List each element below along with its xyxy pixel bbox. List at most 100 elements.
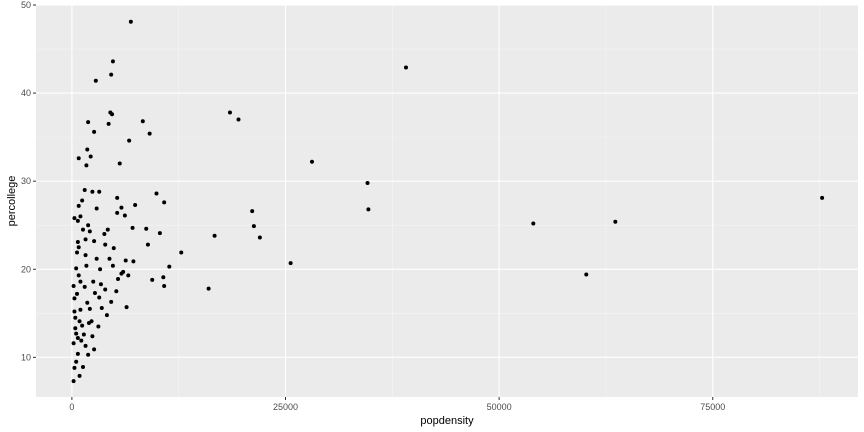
x-axis: 0 25000 50000 75000 [69, 397, 725, 412]
data-point [133, 202, 138, 207]
data-point [98, 267, 103, 272]
data-point [94, 206, 99, 211]
data-point [85, 300, 90, 305]
data-point [80, 323, 85, 328]
data-point [127, 138, 132, 143]
data-point [87, 229, 92, 234]
data-point [250, 209, 255, 214]
data-point [74, 266, 79, 271]
data-point [93, 78, 98, 83]
data-point [124, 305, 129, 310]
data-point [76, 156, 81, 161]
data-point [75, 250, 80, 255]
data-point [126, 273, 131, 278]
data-point [613, 219, 618, 224]
data-point [288, 261, 293, 266]
data-point [92, 291, 97, 296]
data-point [119, 271, 124, 276]
data-point [145, 242, 150, 247]
data-point [820, 195, 825, 200]
data-point [162, 284, 167, 289]
data-point [73, 315, 78, 320]
data-point [123, 258, 128, 263]
data-point [72, 296, 77, 301]
data-point [105, 227, 110, 232]
data-point [96, 324, 101, 329]
data-point [84, 163, 89, 168]
data-point [71, 379, 76, 384]
data-point [74, 359, 79, 364]
data-point [72, 216, 77, 221]
data-point [92, 239, 97, 244]
data-point [71, 341, 76, 346]
plot-panel [36, 5, 858, 397]
data-point [90, 189, 95, 194]
data-point [78, 279, 83, 284]
data-point [80, 365, 85, 370]
data-point [150, 277, 155, 282]
data-point [140, 119, 145, 124]
data-point [71, 284, 76, 289]
data-point [114, 289, 119, 294]
data-point [366, 207, 371, 212]
data-points [71, 19, 825, 384]
data-point [79, 338, 84, 343]
data-point [365, 180, 370, 185]
y-tick-label: 20 [21, 264, 31, 274]
data-point [128, 19, 133, 24]
data-point [130, 225, 135, 230]
data-point [157, 231, 162, 236]
data-point [86, 352, 91, 357]
data-point [83, 237, 88, 242]
data-point [161, 275, 166, 280]
data-point [75, 239, 80, 244]
data-point [94, 256, 99, 261]
data-point [110, 263, 115, 268]
data-point [97, 295, 102, 300]
data-point [179, 250, 184, 255]
data-point [76, 245, 81, 250]
data-point [90, 334, 95, 339]
data-point [102, 232, 107, 237]
data-point [80, 198, 85, 203]
data-point [584, 272, 589, 277]
data-point [110, 112, 115, 117]
data-point [147, 131, 152, 136]
data-point [88, 154, 93, 159]
data-point [74, 331, 79, 336]
data-point [91, 279, 96, 284]
data-point [92, 347, 97, 352]
data-point [99, 306, 104, 311]
data-point [116, 276, 121, 281]
data-point [115, 210, 120, 215]
data-point [98, 282, 103, 287]
data-point [206, 286, 211, 291]
data-point [119, 205, 124, 210]
data-point [154, 191, 159, 196]
data-point [111, 246, 116, 251]
x-axis-title: popdensity [420, 415, 474, 427]
data-point [87, 306, 92, 311]
data-point [83, 253, 88, 258]
data-point [531, 221, 536, 226]
y-tick-label: 50 [21, 0, 31, 10]
data-point [75, 291, 80, 296]
data-point [403, 65, 408, 70]
data-point [86, 321, 91, 326]
data-point [85, 147, 90, 152]
data-point [122, 213, 127, 218]
x-tick-label: 75000 [700, 402, 725, 412]
data-point [82, 187, 87, 192]
data-point [97, 189, 102, 194]
data-point [75, 218, 80, 223]
data-point [251, 224, 256, 229]
data-point [109, 299, 114, 304]
y-axis-title: percollege [6, 176, 18, 227]
x-tick-label: 50000 [487, 402, 512, 412]
data-point [162, 200, 167, 205]
data-point [75, 335, 80, 340]
data-point [72, 309, 77, 314]
data-point [76, 273, 81, 278]
data-point [75, 351, 80, 356]
